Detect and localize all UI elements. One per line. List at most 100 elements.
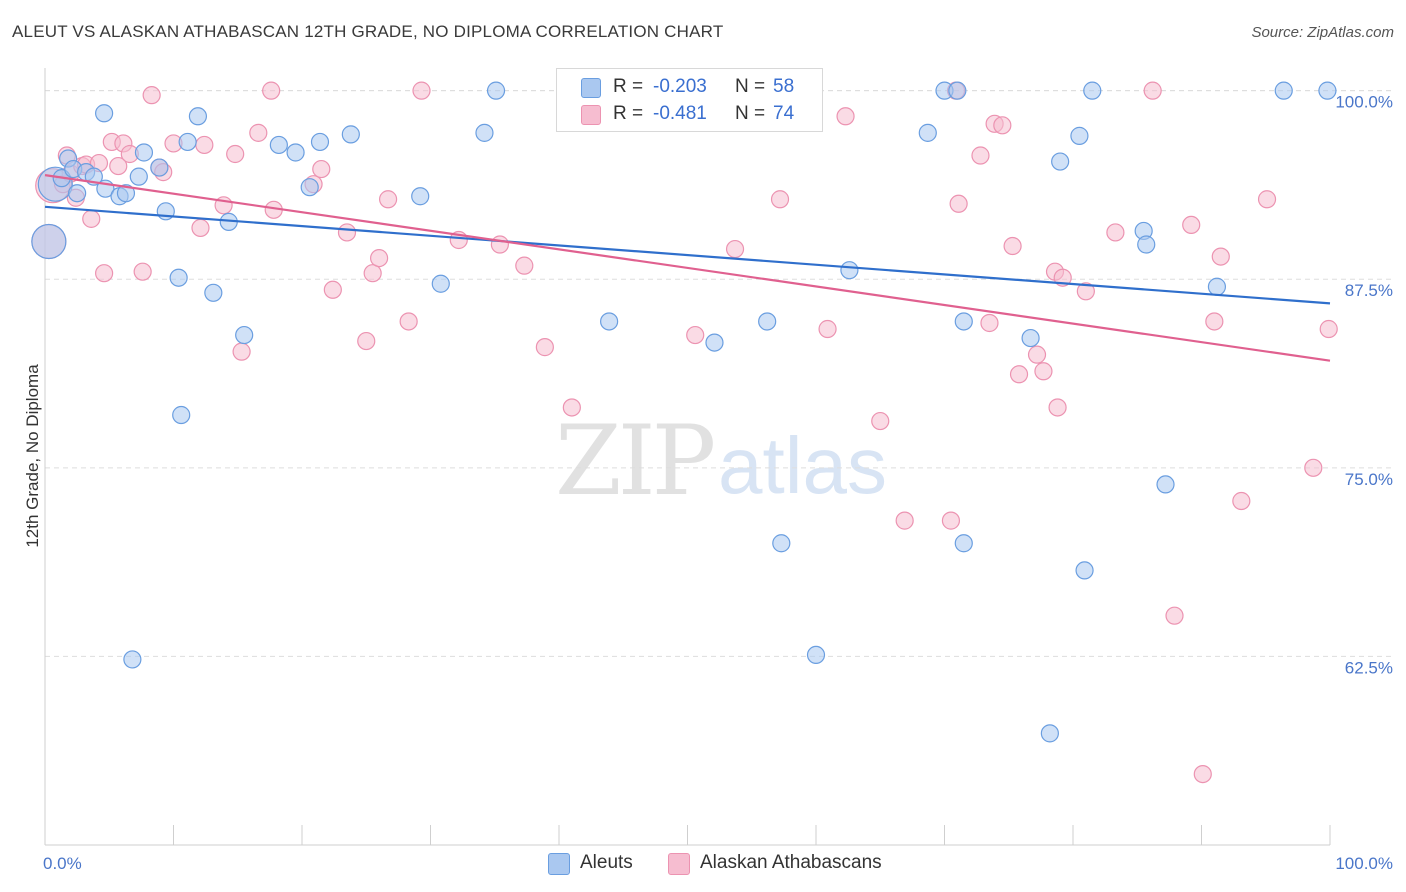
athabascan-point [515,256,534,275]
athabascan-point [312,159,331,179]
athabascan-point [370,249,389,268]
series-legend: Aleuts Alaskan Athabascans [0,850,1406,880]
watermark-atlas: atlas [718,421,887,510]
legend-label-athabascans: Alaskan Athabascans [700,852,882,873]
athabascan-point [562,398,581,417]
athabascan-point [1076,282,1095,301]
athabascan-point [818,319,837,339]
aleut-point [341,125,360,144]
aleut-point [918,123,937,142]
aleut-point [954,312,973,331]
aleut-point [169,268,188,287]
athabascan-point [363,264,382,283]
athabascan-point [95,264,114,283]
aleut-point [31,223,67,260]
athabascan-point [871,411,890,431]
r-label: R = [613,76,644,97]
aleut-point [134,143,154,162]
athabascan-point [949,194,968,213]
athabascan-point [1027,345,1047,364]
aleut-point [123,650,142,669]
athabascan-point [1182,215,1201,235]
x-tick-label: 0.0% [43,854,82,873]
legend-swatch-athabascans [581,105,601,125]
aleut-point [840,261,859,280]
aleut-point [68,184,87,203]
athabascan-point [1165,606,1184,625]
source-label: Source: ZipAtlas.com [1251,24,1394,41]
athabascan-point [1106,223,1125,242]
athabascan-point [1034,362,1053,381]
y-tick-label: 87.5% [1345,281,1393,300]
aleut-point [1021,328,1040,348]
x-tick-label: 100.0% [1335,854,1393,873]
athabascan-point [1257,190,1277,209]
athabascan-point [1304,458,1323,477]
aleut-point [172,405,191,425]
athabascan-point [1205,312,1224,331]
athabascan-point [337,223,357,242]
legend-swatch-aleuts [548,853,570,875]
y-tick-label: 100.0% [1335,93,1393,112]
aleut-point [1075,561,1094,580]
correlation-legend: R = -0.203 N = 58 R = -0.481 N = 74 [556,68,823,132]
aleut-point [204,283,223,302]
athabascan-point [490,235,509,254]
athabascan-point [412,81,431,100]
athabascan-point [399,312,418,331]
athabascan-point [1048,398,1067,417]
aleut-trend-line [44,205,1331,305]
athabascan-point [941,511,961,530]
athabascan-point [895,511,914,530]
aleut-point [300,178,319,197]
aleut-point [129,167,148,186]
n-value: 74 [773,103,795,124]
athabascan-point [770,190,790,209]
aleut-point [1207,277,1227,296]
athabascan-point [142,86,161,105]
athabascan-point [109,156,128,176]
athabascan-point [1143,81,1162,100]
aleut-point [1274,81,1293,100]
athabascan-point [1009,365,1029,384]
athabascan-point [686,325,705,345]
athabascan-point [1211,247,1230,266]
aleut-point [95,104,114,123]
aleut-point [188,107,208,126]
aleut-point [150,158,169,177]
r-label: R = [613,103,644,124]
aleut-point [1051,152,1070,171]
aleut-point [772,534,791,553]
athabascan-point [357,331,376,351]
y-tick-label: 75.0% [1345,470,1393,489]
athabascan-point [378,190,398,209]
r-value: -0.481 [653,103,707,124]
athabascan-point [980,313,999,333]
aleut-point [310,132,330,152]
athabascan-point [249,123,268,142]
legend-row-aleuts: R = -0.203 N = 58 [557,73,822,101]
athabascan-point [191,218,210,238]
aleut-point [178,132,197,152]
athabascan-point [993,116,1012,135]
athabascan-point [1232,491,1251,511]
athabascan-point [195,135,214,155]
y-tick-label: 62.5% [1345,658,1393,677]
aleut-point [1318,81,1337,100]
aleut-point [116,184,136,203]
aleut-point [1137,235,1156,254]
athabascan-point [226,144,245,164]
aleut-point [1083,81,1102,100]
y-axis-label: 12th Grade, No Diploma [23,364,42,548]
aleut-point [954,534,973,553]
athabascan-point [82,209,101,228]
athabascan-point [535,338,554,357]
r-value: -0.203 [653,76,707,97]
legend-label-aleuts: Aleuts [580,852,633,873]
athabascan-point [725,239,745,259]
aleut-point [1156,475,1175,494]
aleut-point [705,333,724,352]
legend-row-athabascans: R = -0.481 N = 74 [557,100,822,128]
athabascan-point [232,342,251,361]
